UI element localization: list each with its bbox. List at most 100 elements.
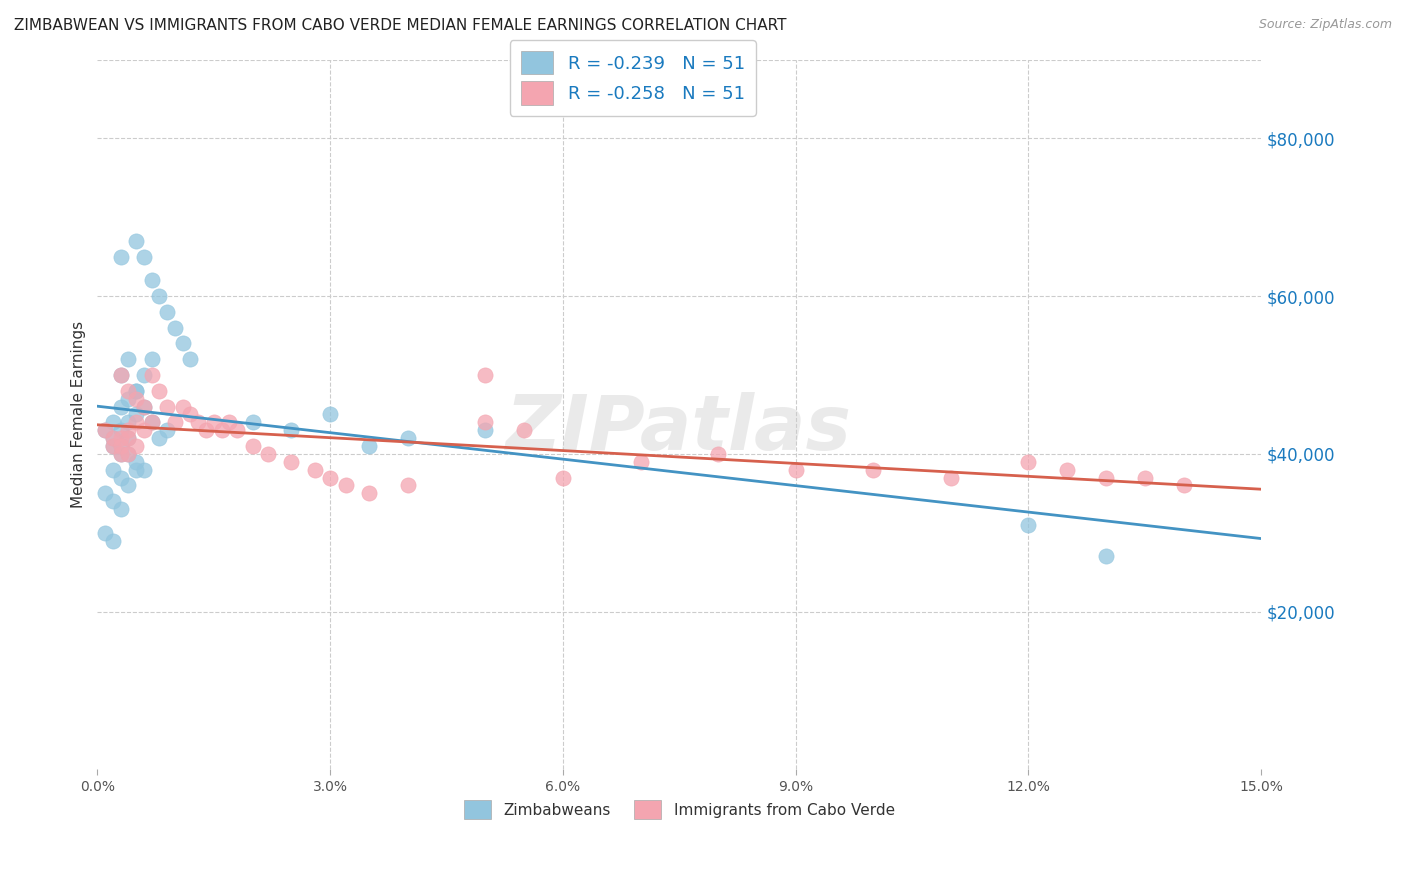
Point [202,415,225,429]
Point [101,431,124,445]
Point [148,289,170,303]
Point [1095,549,1118,564]
Point [357,486,380,500]
Point [513,423,536,437]
Point [156,423,179,437]
Point [110,400,132,414]
Point [1056,463,1078,477]
Point [862,463,884,477]
Point [101,494,124,508]
Point [110,502,132,516]
Point [179,408,201,422]
Text: ZIMBABWEAN VS IMMIGRANTS FROM CABO VERDE MEDIAN FEMALE EARNINGS CORRELATION CHAR: ZIMBABWEAN VS IMMIGRANTS FROM CABO VERDE… [14,18,786,33]
Point [110,368,132,382]
Point [125,408,148,422]
Point [101,439,124,453]
Point [110,423,132,437]
Point [474,423,496,437]
Point [125,384,148,398]
Point [226,423,249,437]
Point [117,352,139,367]
Point [125,415,148,429]
Point [630,455,652,469]
Point [551,470,574,484]
Legend: Zimbabweans, Immigrants from Cabo Verde: Zimbabweans, Immigrants from Cabo Verde [458,794,901,825]
Point [132,463,155,477]
Point [117,447,139,461]
Point [242,439,264,453]
Point [117,423,139,437]
Point [319,408,342,422]
Point [187,415,209,429]
Point [148,431,170,445]
Point [172,400,194,414]
Point [94,486,117,500]
Point [156,305,179,319]
Point [117,431,139,445]
Point [101,415,124,429]
Point [179,352,201,367]
Point [132,250,155,264]
Point [1018,455,1040,469]
Point [117,415,139,429]
Point [117,447,139,461]
Point [163,320,186,334]
Point [125,392,148,406]
Point [101,431,124,445]
Point [110,439,132,453]
Y-axis label: Median Female Earnings: Median Female Earnings [72,321,86,508]
Point [110,439,132,453]
Text: ZIPatlas: ZIPatlas [506,392,852,466]
Point [218,415,240,429]
Point [110,431,132,445]
Point [396,431,419,445]
Point [94,423,117,437]
Point [110,447,132,461]
Point [125,384,148,398]
Point [125,455,148,469]
Point [141,352,163,367]
Point [474,415,496,429]
Point [195,423,218,437]
Point [939,470,962,484]
Point [110,447,132,461]
Point [117,384,139,398]
Point [211,423,233,437]
Point [1173,478,1195,492]
Point [117,431,139,445]
Point [242,415,264,429]
Point [132,400,155,414]
Point [110,470,132,484]
Point [172,336,194,351]
Point [101,533,124,548]
Point [132,368,155,382]
Point [1133,470,1156,484]
Point [304,463,326,477]
Text: Source: ZipAtlas.com: Source: ZipAtlas.com [1258,18,1392,31]
Point [707,447,730,461]
Point [141,368,163,382]
Point [101,439,124,453]
Point [396,478,419,492]
Point [125,439,148,453]
Point [335,478,357,492]
Point [125,463,148,477]
Point [156,400,179,414]
Point [257,447,280,461]
Point [785,463,807,477]
Point [117,392,139,406]
Point [125,234,148,248]
Point [110,368,132,382]
Point [132,400,155,414]
Point [163,415,186,429]
Point [94,525,117,540]
Point [110,250,132,264]
Point [101,463,124,477]
Point [280,423,302,437]
Point [1018,517,1040,532]
Point [141,415,163,429]
Point [474,368,496,382]
Point [319,470,342,484]
Point [280,455,302,469]
Point [141,273,163,287]
